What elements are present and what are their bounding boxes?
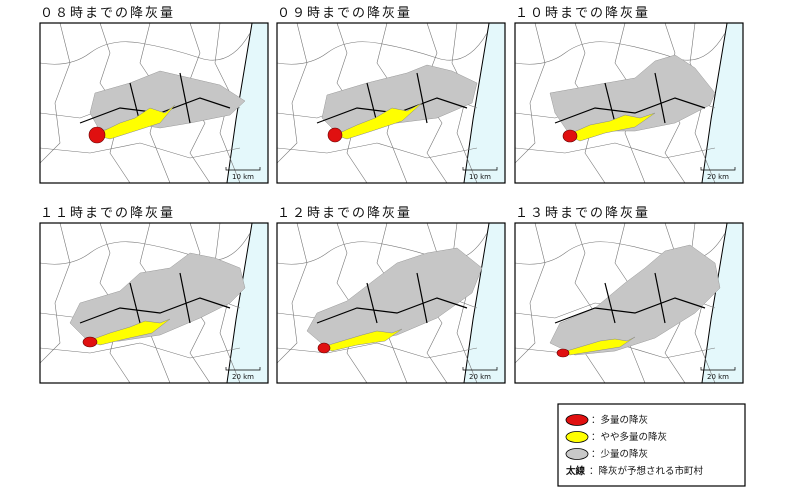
ash-medium [87,318,171,346]
ash-light [549,244,721,356]
ash-medium [559,336,636,356]
scale-label: 10 km [469,173,491,181]
municipality-border [316,272,468,324]
map-content: 20 km [515,23,743,183]
legend-label: ：降灰が予想される市町村 [589,465,704,477]
municipality-border [554,272,706,324]
panel-title: １２時までの降灰量 [277,206,412,221]
map-content: 20 km [515,223,743,383]
legend-label: 太線 [566,465,586,477]
scale-label: 20 km [232,373,254,381]
map-panel: １３時までの降灰量 20 km [514,206,744,384]
panel-title: １０時までの降灰量 [515,6,650,21]
panel-frame [514,22,744,184]
ash-heavy [88,126,106,144]
ash-heavy [327,127,343,143]
ash-medium [566,112,656,142]
boundary [515,32,726,65]
municipality-border [79,272,231,324]
map-panel: ０８時までの降灰量 10 km [39,6,269,184]
panel-frame [276,22,506,184]
scale-bar [225,367,261,371]
panel-title: ０９時までの降灰量 [277,6,412,21]
scale-label: 10 km [232,173,254,181]
ash-medium [334,102,423,140]
map-panel: １１時までの降灰量 20 km [39,206,269,384]
boundary [515,23,546,164]
boundary [574,223,606,383]
panel-title: １３時までの降灰量 [515,206,650,221]
ash-heavy [556,348,570,358]
ash-heavy [562,129,578,143]
map-content: 10 km [277,23,505,183]
boundary [40,142,241,159]
panel-title: ０８時までの降灰量 [40,6,175,21]
ash-medium [321,328,403,352]
boundary [277,142,478,159]
panel-frame [39,222,269,384]
boundary [515,142,716,159]
panels: ０８時までの降灰量 10 km ０９時までの降灰量 10 km １０時までの降灰量 20 … [39,6,744,384]
boundary [277,32,488,65]
map-panel: １０時までの降灰量 20 km [514,6,744,184]
scale-label: 20 km [707,373,729,381]
map-content: 20 km [40,223,268,383]
map-panel: ０９時までの降灰量 10 km [276,6,506,184]
boundary [515,223,546,364]
scale-bar [462,367,498,371]
panel-frame [276,222,506,384]
scale-bar [462,167,498,171]
legend: ：多量の降灰 ：やや多量の降灰 ：少量の降灰 太線 ：降灰が予想される市町村 [557,403,746,487]
boundary [277,342,478,359]
map-content: 20 km [277,223,505,383]
boundary [40,23,71,164]
ash-medium [94,104,176,140]
legend-label: ：少量の降灰 [591,448,648,460]
legend-label: ：やや多量の降灰 [591,431,667,443]
boundary [40,342,241,359]
boundary [40,223,71,364]
legend-box [557,403,746,487]
panel-frame [514,222,744,384]
scale-bar [700,367,736,371]
scale-bar [700,167,736,171]
panel-frame [39,22,269,184]
scale-label: 20 km [469,373,491,381]
municipality-border [554,72,706,124]
legend-swatch-red [565,414,589,426]
scale-label: 20 km [707,173,729,181]
sea [701,23,743,183]
legend-swatch-gray [565,448,589,460]
ash-heavy [317,342,331,354]
sea [701,223,743,383]
ash-light [69,252,246,344]
boundary [277,223,308,364]
sea [226,223,268,383]
scale-bar [225,167,261,171]
boundary [336,223,368,383]
ash-heavy [82,336,98,348]
sea [463,23,505,183]
map-panel: １２時までの降灰量 20 km [276,206,506,384]
sea [463,223,505,383]
legend-swatch-yellow [565,431,589,443]
map-content: 10 km [40,23,268,183]
boundary [277,23,308,164]
boundary [40,232,251,265]
legend-label: ：多量の降灰 [591,414,648,426]
boundary [40,32,251,65]
panel-title: １１時までの降灰量 [40,206,175,221]
